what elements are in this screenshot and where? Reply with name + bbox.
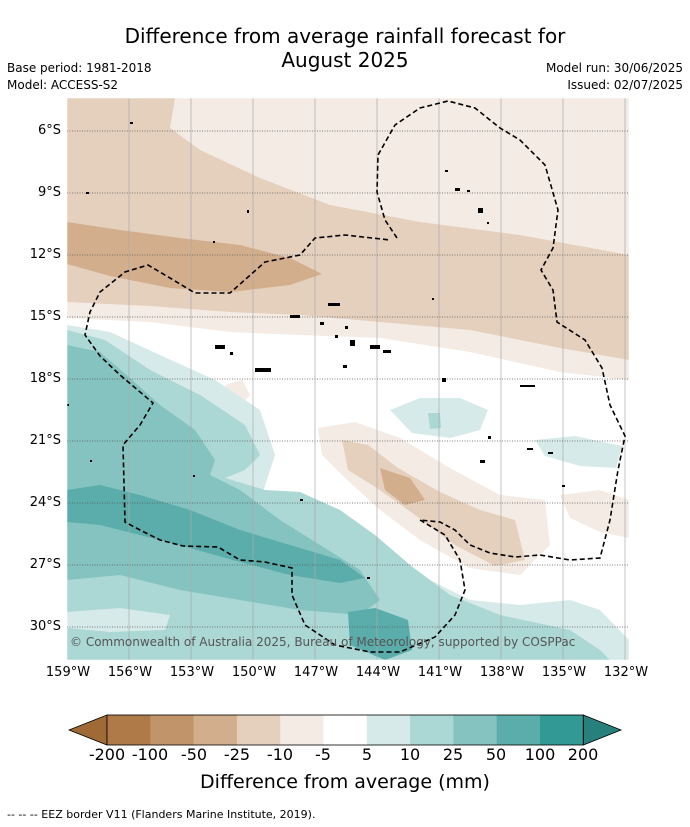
colorbar-tick: 200 <box>567 745 599 764</box>
colorbar-tick: 5 <box>361 745 373 764</box>
eez-border-north <box>376 100 626 561</box>
colorbar-segment <box>366 715 411 745</box>
lat-label: 6°S <box>37 123 61 138</box>
lon-label: 144°W <box>355 665 401 680</box>
colorbar-frame <box>106 714 584 746</box>
meta-left: Base period: 1981-2018 Model: ACCESS-S2 <box>7 60 152 94</box>
copyright-notice: © Commonwealth of Australia 2025, Bureau… <box>70 635 575 649</box>
colorbar-tick: 25 <box>442 745 464 764</box>
colorbar-segment <box>410 715 454 745</box>
colorbar-segment <box>540 715 584 745</box>
wet-region-strong <box>67 345 380 615</box>
colorbar-tick: -200 <box>88 745 126 764</box>
colorbar <box>67 714 623 746</box>
issued-date: Issued: 02/07/2025 <box>567 78 683 92</box>
colorbar-tick: -10 <box>266 745 294 764</box>
lon-label: 150°W <box>231 665 277 680</box>
colorbar-tick: 100 <box>524 745 556 764</box>
colorbar-segment <box>107 715 151 745</box>
lon-label: 153°W <box>169 665 215 680</box>
lat-label: 24°S <box>29 495 61 510</box>
colorbar-segment <box>150 715 194 745</box>
colorbar-segment <box>453 715 497 745</box>
lat-label: 30°S <box>29 619 61 634</box>
colorbar-tick: -100 <box>131 745 169 764</box>
colorbar-tick: -50 <box>180 745 208 764</box>
meta-right: Model run: 30/06/2025 Issued: 02/07/2025 <box>546 60 683 94</box>
colorbar-segment <box>236 715 281 745</box>
lon-label: 141°W <box>417 665 463 680</box>
title-line-2: August 2025 <box>281 48 409 72</box>
colorbar-tick: -25 <box>223 745 251 764</box>
lat-label: 27°S <box>29 557 61 572</box>
islands <box>67 122 565 579</box>
dry-region-moderate <box>67 98 629 360</box>
lat-label: 21°S <box>29 433 61 448</box>
lon-label: 138°W <box>479 665 525 680</box>
colorbar-arrow-high <box>582 714 623 746</box>
eez-border-south <box>84 234 466 653</box>
map-title: Difference from average rainfall forecas… <box>0 24 690 72</box>
colorbar-arrow-low <box>67 714 108 746</box>
colorbar-tick: -5 <box>315 745 331 764</box>
lon-label: 147°W <box>293 665 339 680</box>
lon-label: 156°W <box>107 665 153 680</box>
lat-label: 18°S <box>29 371 61 386</box>
wet-patch-east <box>535 436 622 468</box>
model-name: Model: ACCESS-S2 <box>7 78 119 92</box>
colorbar-segment <box>496 715 541 745</box>
colorbar-tick: 50 <box>485 745 507 764</box>
lat-label: 15°S <box>29 309 61 324</box>
eez-legend-note: -- -- -- EEZ border V11 (Flanders Marine… <box>7 808 316 821</box>
lon-label: 135°W <box>541 665 587 680</box>
colorbar-tick: 10 <box>399 745 421 764</box>
base-period: Base period: 1981-2018 <box>7 61 152 75</box>
lon-label: 159°W <box>45 665 91 680</box>
lat-label: 9°S <box>37 185 61 200</box>
colorbar-segment <box>193 715 238 745</box>
wet-region-core <box>67 485 365 583</box>
title-line-1: Difference from average rainfall forecas… <box>124 24 566 48</box>
rainfall-anomaly-field <box>67 98 629 660</box>
lat-label: 12°S <box>29 247 61 262</box>
dry-region-core <box>67 222 322 292</box>
colorbar-label: Difference from average (mm) <box>200 771 490 793</box>
colorbar-segment <box>280 715 324 745</box>
colorbar-segment <box>323 715 368 745</box>
lon-label: 132°W <box>603 665 649 680</box>
model-run: Model run: 30/06/2025 <box>545 61 683 75</box>
